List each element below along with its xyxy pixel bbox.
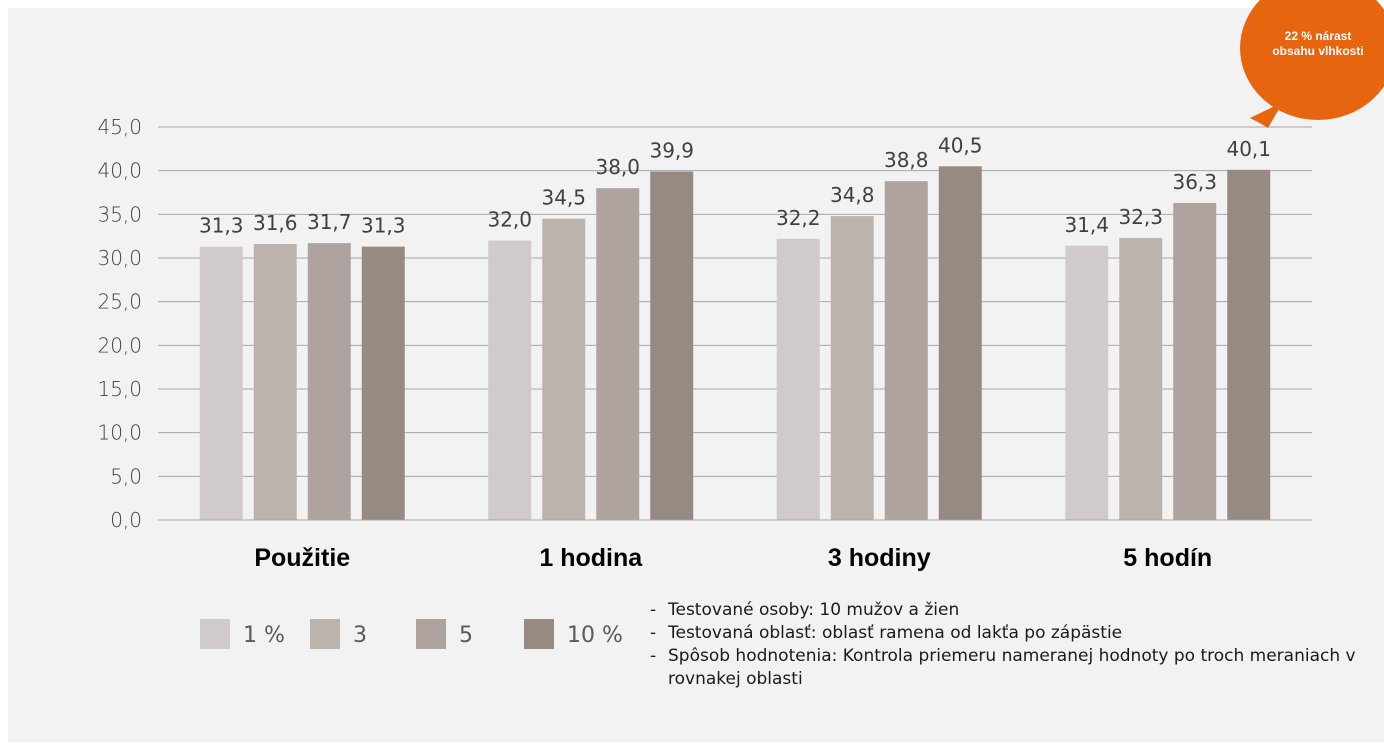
bar: [199, 246, 243, 520]
bar: [1065, 245, 1109, 521]
y-tick-label: 10,0: [97, 421, 142, 445]
bar: [488, 240, 532, 521]
data-label: 31,7: [307, 210, 352, 234]
data-label: 31,4: [1064, 213, 1109, 237]
data-label: 31,3: [361, 214, 406, 238]
bar: [1119, 237, 1163, 520]
category-label: Použitie: [254, 544, 350, 572]
data-label: 31,6: [253, 211, 298, 235]
test-notes: - Testované osoby: 10 mužov a žien - Testo…: [650, 599, 1370, 691]
bar: [307, 243, 351, 521]
legend-label: 5: [459, 623, 473, 648]
callout-bubble: [1240, 0, 1384, 120]
bar: [1227, 169, 1271, 520]
category-label: 5 hodín: [1123, 544, 1212, 572]
data-label: 32,3: [1118, 205, 1163, 229]
bar: [253, 244, 297, 520]
category-label: 1 hodina: [539, 544, 643, 572]
note-text: Testovaná oblasť: oblasť ramena od lakťa…: [668, 623, 1123, 643]
bar: [830, 216, 874, 520]
data-label: 36,3: [1172, 170, 1217, 194]
data-label: 31,3: [199, 214, 244, 238]
bar: [884, 181, 928, 520]
bar: [542, 218, 586, 520]
data-label: 38,8: [884, 148, 929, 172]
legend-label: 3: [353, 623, 367, 648]
bar: [938, 166, 982, 521]
legend-label: 1 %: [243, 623, 285, 648]
data-label: 34,8: [830, 183, 875, 207]
bar: [1173, 202, 1217, 521]
data-label: 38,0: [595, 155, 640, 179]
data-label: 40,1: [1226, 137, 1271, 161]
note-item: - Spôsob hodnotenia: Kontrola priemeru na…: [650, 645, 1370, 691]
legend-swatch: [524, 619, 554, 649]
data-label: 39,9: [649, 139, 694, 163]
y-tick-label: 20,0: [97, 333, 142, 357]
y-tick-label: 30,0: [97, 246, 142, 270]
note-text: Spôsob hodnotenia: Kontrola priemeru nam…: [668, 646, 1356, 689]
callout-tail: [1250, 102, 1283, 128]
y-tick-label: 25,0: [97, 290, 142, 314]
category-label: 3 hodiny: [828, 544, 931, 572]
y-tick-label: 45,0: [97, 115, 142, 139]
note-item: - Testované osoby: 10 mužov a žien: [650, 599, 1370, 622]
legend-swatch: [416, 619, 446, 649]
note-item: - Testovaná oblasť: oblasť ramena od lakť…: [650, 622, 1370, 645]
bar: [650, 171, 694, 521]
y-tick-label: 40,0: [97, 159, 142, 183]
note-text: Testované osoby: 10 mužov a žien: [668, 600, 960, 620]
legend-swatch: [200, 619, 230, 649]
data-label: 34,5: [541, 186, 586, 210]
legend-swatch: [310, 619, 340, 649]
bar: [776, 238, 820, 520]
callout-text-line: obsahu vlhkosti: [1272, 44, 1363, 58]
callout-text-line: 22 % nárast: [1285, 29, 1352, 43]
data-label: 40,5: [938, 133, 983, 157]
bar: [361, 246, 405, 520]
data-label: 32,2: [776, 206, 821, 230]
y-tick-label: 15,0: [97, 377, 142, 401]
y-tick-label: 5,0: [110, 464, 142, 488]
y-tick-label: 0,0: [110, 508, 142, 532]
y-tick-label: 35,0: [97, 202, 142, 226]
legend-label: 10 %: [567, 623, 623, 648]
bar: [596, 188, 640, 520]
data-label: 32,0: [487, 208, 532, 232]
